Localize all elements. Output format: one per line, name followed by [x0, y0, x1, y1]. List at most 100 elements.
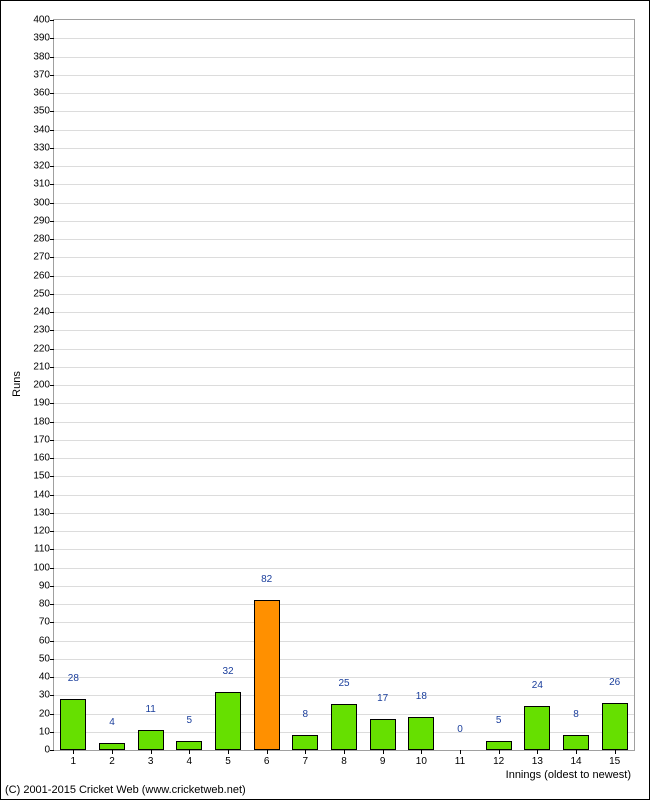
- gridline: [54, 403, 634, 404]
- ytick-mark: [50, 257, 54, 258]
- xtick-mark: [112, 750, 113, 754]
- ytick-label: 70: [39, 617, 50, 628]
- ytick-label: 0: [44, 745, 50, 756]
- bar: [331, 704, 357, 750]
- ytick-mark: [50, 568, 54, 569]
- gridline: [54, 495, 634, 496]
- ytick-mark: [50, 531, 54, 532]
- ytick-mark: [50, 294, 54, 295]
- plot-area: 0102030405060708090100110120130140150160…: [53, 19, 635, 751]
- gridline: [54, 422, 634, 423]
- ytick-mark: [50, 695, 54, 696]
- bar-value-label: 25: [338, 678, 349, 691]
- ytick-mark: [50, 330, 54, 331]
- bar: [215, 692, 241, 750]
- xtick-mark: [228, 750, 229, 754]
- xtick-label: 4: [187, 756, 193, 767]
- bar-value-label: 17: [377, 693, 388, 706]
- gridline: [54, 513, 634, 514]
- xtick-mark: [344, 750, 345, 754]
- xtick-mark: [73, 750, 74, 754]
- ytick-mark: [50, 239, 54, 240]
- ytick-label: 370: [33, 69, 50, 80]
- bar: [176, 741, 202, 750]
- ytick-label: 200: [33, 380, 50, 391]
- ytick-mark: [50, 203, 54, 204]
- gridline: [54, 531, 634, 532]
- bar-value-label: 24: [532, 680, 543, 693]
- bar: [563, 735, 589, 750]
- ytick-label: 320: [33, 161, 50, 172]
- xtick-mark: [421, 750, 422, 754]
- gridline: [54, 276, 634, 277]
- bar-value-label: 4: [109, 717, 115, 730]
- bar-value-label: 11: [145, 704, 155, 717]
- gridline: [54, 221, 634, 222]
- bar-value-label: 26: [609, 677, 620, 690]
- ytick-mark: [50, 75, 54, 76]
- bar: [292, 735, 318, 750]
- xtick-mark: [151, 750, 152, 754]
- ytick-label: 100: [33, 562, 50, 573]
- gridline: [54, 148, 634, 149]
- ytick-label: 170: [33, 434, 50, 445]
- xtick-label: 15: [609, 756, 620, 767]
- gridline: [54, 203, 634, 204]
- ytick-label: 270: [33, 252, 50, 263]
- gridline: [54, 312, 634, 313]
- ytick-label: 260: [33, 270, 50, 281]
- ytick-label: 340: [33, 124, 50, 135]
- xtick-label: 3: [148, 756, 154, 767]
- ytick-label: 120: [33, 526, 50, 537]
- ytick-mark: [50, 385, 54, 386]
- ytick-mark: [50, 422, 54, 423]
- xtick-label: 6: [264, 756, 270, 767]
- gridline: [54, 130, 634, 131]
- gridline: [54, 75, 634, 76]
- ytick-mark: [50, 549, 54, 550]
- ytick-label: 30: [39, 690, 50, 701]
- ytick-label: 80: [39, 599, 50, 610]
- xtick-mark: [615, 750, 616, 754]
- bar: [99, 743, 125, 750]
- ytick-mark: [50, 184, 54, 185]
- gridline: [54, 458, 634, 459]
- ytick-mark: [50, 513, 54, 514]
- ytick-mark: [50, 476, 54, 477]
- xtick-label: 13: [532, 756, 543, 767]
- ytick-label: 400: [33, 15, 50, 26]
- ytick-label: 50: [39, 653, 50, 664]
- bar: [602, 703, 628, 750]
- ytick-label: 360: [33, 88, 50, 99]
- xtick-mark: [305, 750, 306, 754]
- ytick-mark: [50, 604, 54, 605]
- gridline: [54, 367, 634, 368]
- gridline: [54, 111, 634, 112]
- xtick-label: 2: [109, 756, 115, 767]
- ytick-label: 380: [33, 51, 50, 62]
- bar-value-label: 5: [496, 715, 502, 728]
- gridline: [54, 385, 634, 386]
- xtick-label: 5: [225, 756, 231, 767]
- gridline: [54, 239, 634, 240]
- gridline: [54, 294, 634, 295]
- ytick-label: 10: [39, 726, 50, 737]
- xtick-mark: [576, 750, 577, 754]
- gridline: [54, 349, 634, 350]
- gridline: [54, 568, 634, 569]
- ytick-label: 150: [33, 471, 50, 482]
- xtick-label: 12: [493, 756, 504, 767]
- gridline: [54, 184, 634, 185]
- gridline: [54, 549, 634, 550]
- bar: [60, 699, 86, 750]
- bar-value-label: 18: [416, 691, 427, 704]
- bar-value-label: 0: [457, 724, 463, 737]
- ytick-label: 280: [33, 234, 50, 245]
- gridline: [54, 604, 634, 605]
- ytick-mark: [50, 312, 54, 313]
- ytick-label: 220: [33, 343, 50, 354]
- gridline: [54, 330, 634, 331]
- ytick-label: 60: [39, 635, 50, 646]
- ytick-mark: [50, 130, 54, 131]
- ytick-mark: [50, 440, 54, 441]
